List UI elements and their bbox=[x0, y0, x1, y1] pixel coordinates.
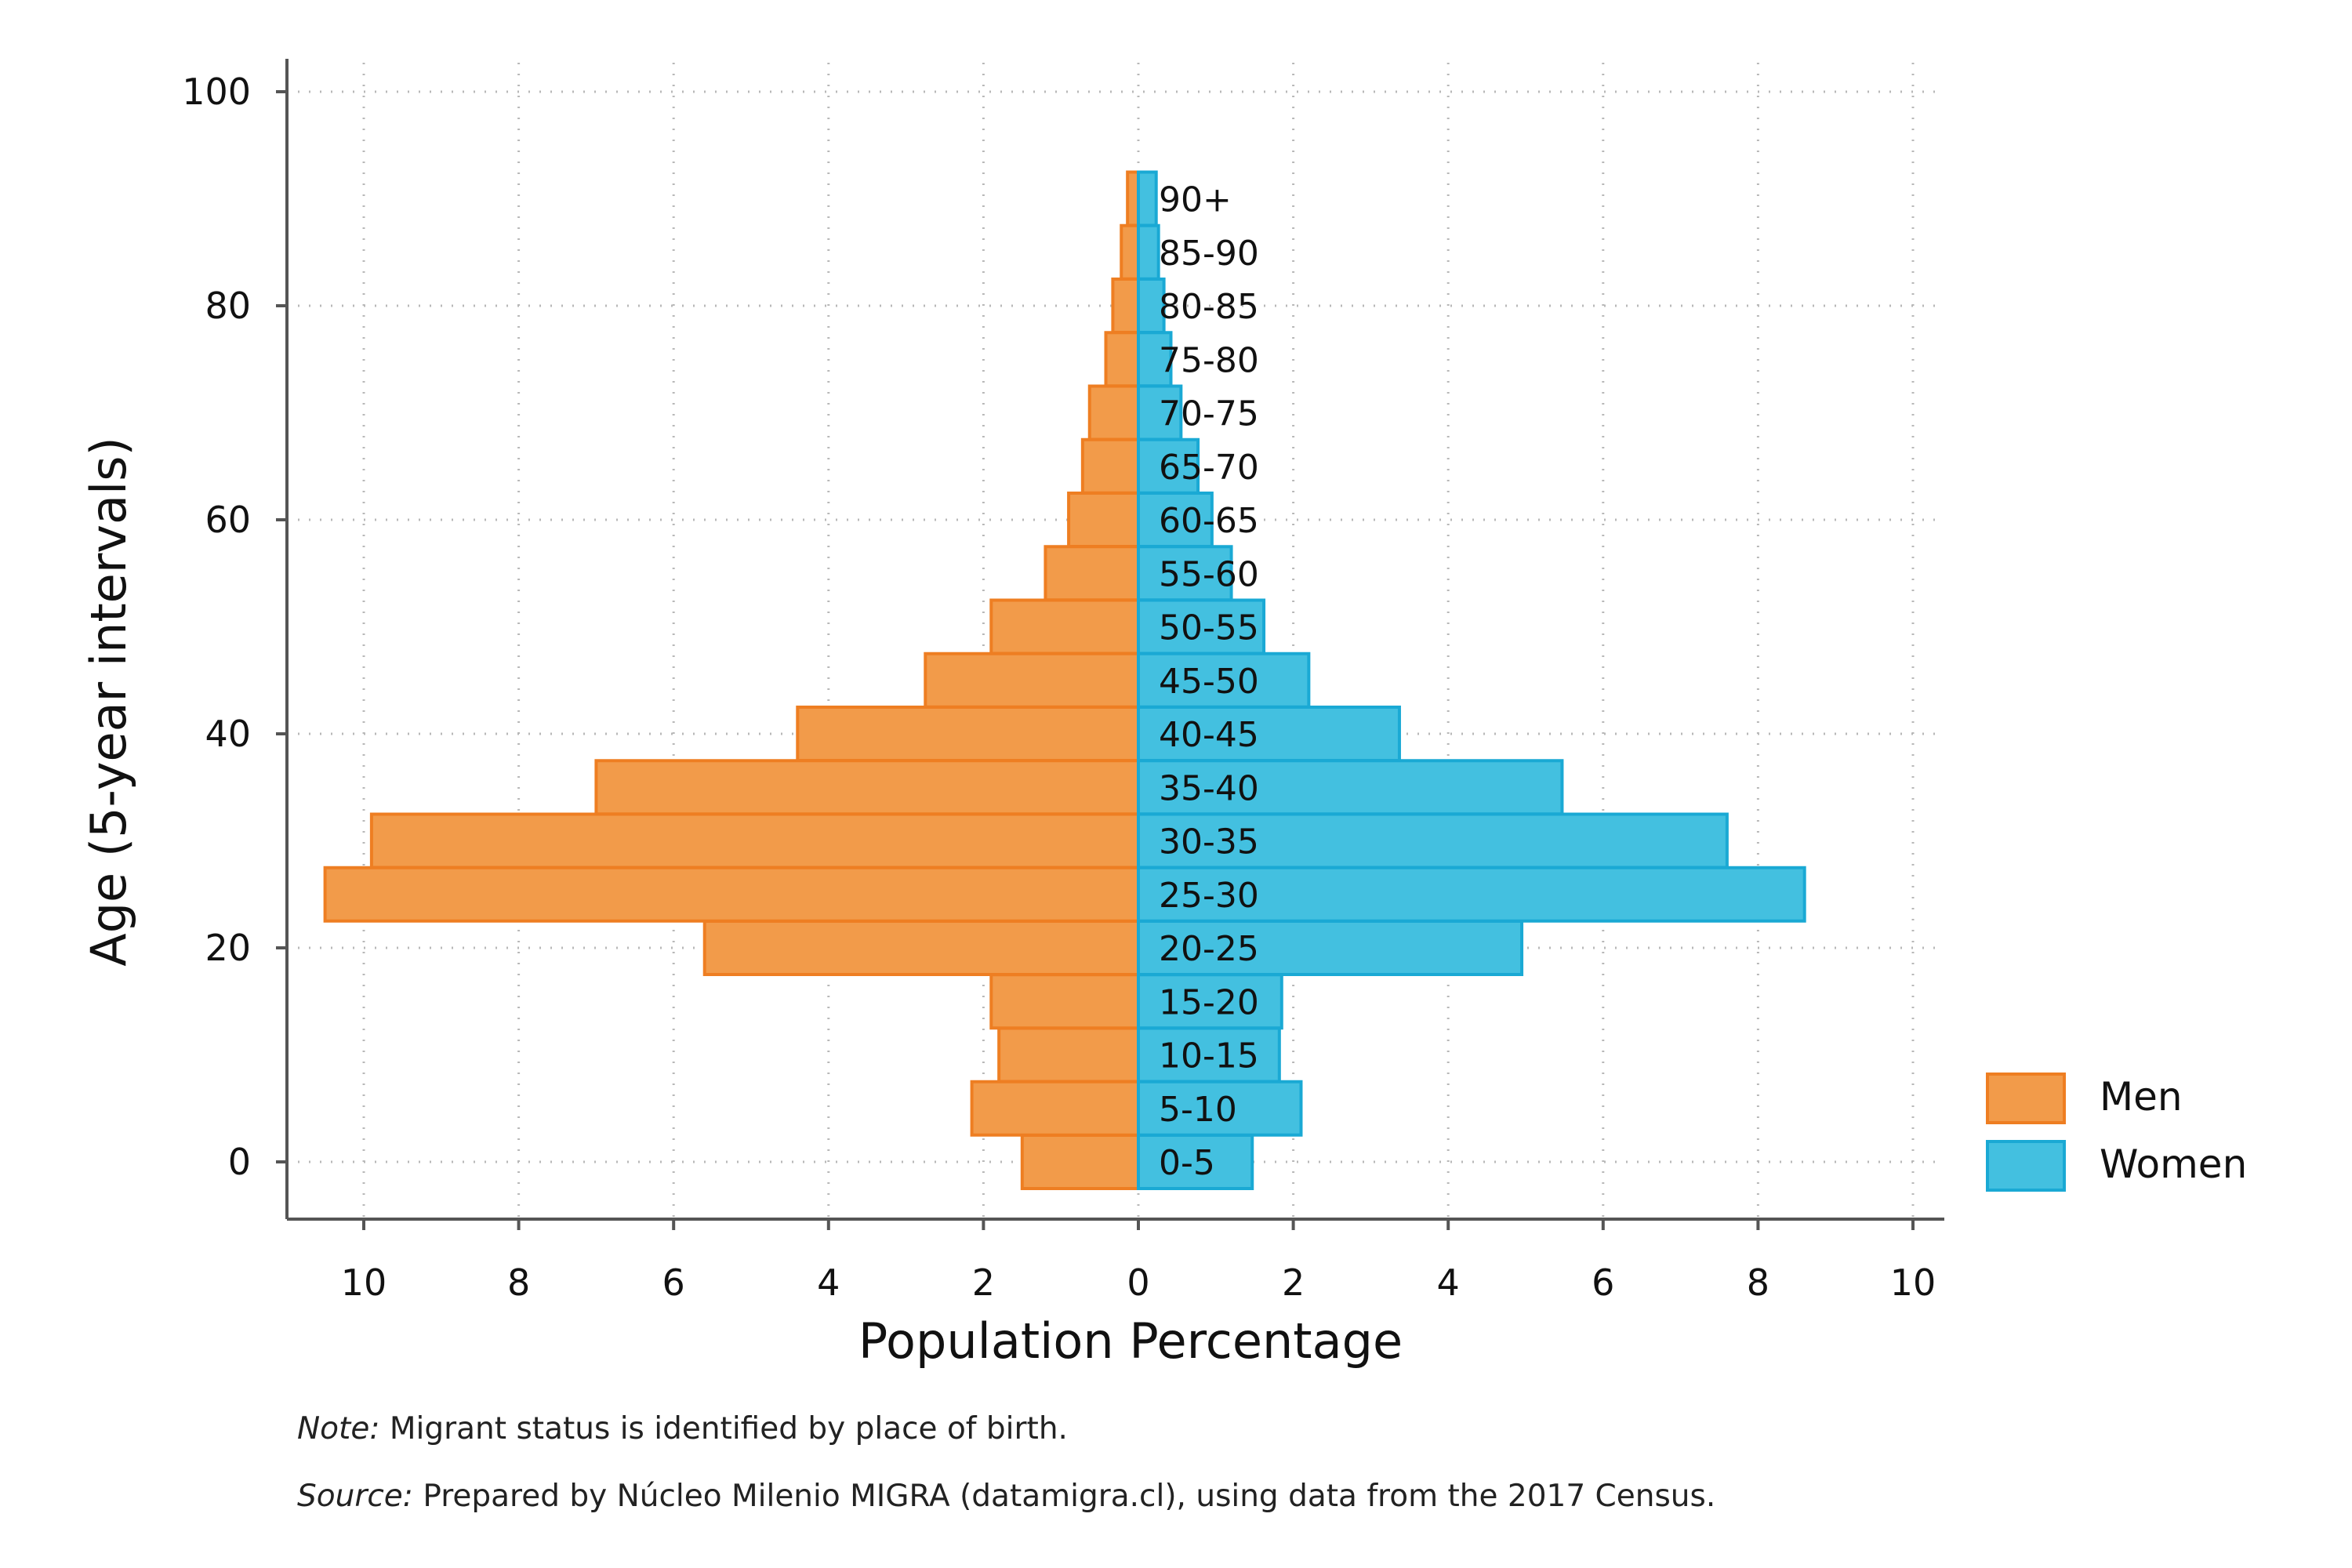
x-tick-label: 8 bbox=[507, 1261, 530, 1304]
legend-label-women: Women bbox=[2100, 1142, 2247, 1187]
bar-women-70-75 bbox=[1137, 384, 1183, 441]
x-tick-label: 6 bbox=[662, 1261, 685, 1304]
age-group-label: 60-65 bbox=[1159, 501, 1259, 541]
bar-women-15-20 bbox=[1137, 973, 1283, 1030]
age-group-label: 35-40 bbox=[1159, 768, 1259, 808]
bar-men-20-25 bbox=[702, 920, 1140, 976]
y-axis-title: Age (5-year intervals) bbox=[80, 437, 137, 966]
bar-men-50-55 bbox=[989, 598, 1141, 655]
bar-men-30-35 bbox=[369, 812, 1140, 869]
age-group-label: 25-30 bbox=[1159, 876, 1259, 916]
bar-men-80-85 bbox=[1111, 278, 1140, 334]
bar-men-60-65 bbox=[1067, 492, 1140, 548]
age-group-labels: 0-5 5-10 10-15 15-20 20-25 25-30 30-35 35-40 40-… bbox=[1159, 180, 1259, 1184]
bar-women-20-25 bbox=[1137, 920, 1524, 976]
age-group-label: 20-25 bbox=[1159, 929, 1259, 969]
x-tick-label: 2 bbox=[972, 1261, 995, 1304]
bar-women-40-45 bbox=[1137, 706, 1401, 762]
x-tick-label: 0 bbox=[1127, 1261, 1149, 1304]
age-group-label: 80-85 bbox=[1159, 287, 1259, 327]
bar-women-60-65 bbox=[1137, 492, 1214, 548]
source-text: Prepared by Núcleo Milenio MIGRA (datami… bbox=[423, 1479, 1716, 1514]
age-group-label: 0-5 bbox=[1159, 1143, 1215, 1183]
x-axis-title: Population Percentage bbox=[858, 1312, 1403, 1370]
bar-women-0-5 bbox=[1137, 1134, 1254, 1190]
y-tick-label: 20 bbox=[205, 927, 251, 969]
x-tick-label: 10 bbox=[1890, 1261, 1936, 1304]
source-label: Source: bbox=[297, 1479, 413, 1514]
bar-women-30-35 bbox=[1137, 812, 1729, 869]
bar-men-65-70 bbox=[1080, 437, 1141, 495]
age-group-label: 45-50 bbox=[1159, 662, 1259, 702]
bar-men-90+ bbox=[1126, 170, 1140, 227]
x-tick-label: 4 bbox=[1437, 1261, 1460, 1304]
source-line: Source: Prepared by Núcleo Milenio MIGRA… bbox=[297, 1479, 1715, 1514]
note-text: Migrant status is identified by place of… bbox=[389, 1411, 1068, 1446]
bar-women-45-50 bbox=[1137, 652, 1311, 709]
legend: Men Women bbox=[1986, 1073, 2247, 1192]
age-group-label: 40-45 bbox=[1159, 715, 1259, 755]
age-group-label: 90+ bbox=[1159, 180, 1232, 220]
age-group-label: 75-80 bbox=[1159, 340, 1259, 380]
bar-men-70-75 bbox=[1087, 384, 1140, 441]
legend-swatch-men bbox=[1986, 1073, 2066, 1124]
axes bbox=[276, 59, 1944, 1230]
note-label: Note: bbox=[297, 1411, 380, 1446]
legend-swatch-women bbox=[1986, 1140, 2066, 1192]
bars-group bbox=[323, 170, 1806, 1190]
x-tick-label: 6 bbox=[1592, 1261, 1614, 1304]
bar-women-85-90 bbox=[1137, 223, 1160, 281]
bar-women-90+ bbox=[1137, 170, 1158, 227]
age-group-label: 70-75 bbox=[1159, 394, 1259, 434]
y-tick-label: 40 bbox=[205, 713, 251, 755]
y-tick-label: 0 bbox=[228, 1141, 251, 1183]
bar-men-85-90 bbox=[1120, 223, 1141, 281]
x-tick-label: 4 bbox=[817, 1261, 840, 1304]
bar-men-35-40 bbox=[594, 759, 1140, 816]
bar-women-50-55 bbox=[1137, 598, 1266, 655]
x-tick-label: 2 bbox=[1282, 1261, 1305, 1304]
age-group-label: 55-60 bbox=[1159, 554, 1259, 594]
bar-women-55-60 bbox=[1137, 545, 1233, 602]
age-group-label: 10-15 bbox=[1159, 1036, 1259, 1076]
bar-men-45-50 bbox=[924, 652, 1141, 709]
age-group-label: 5-10 bbox=[1159, 1090, 1237, 1130]
bar-men-25-30 bbox=[323, 866, 1141, 923]
y-tick-label: 80 bbox=[205, 285, 251, 327]
bar-men-10-15 bbox=[997, 1026, 1141, 1083]
bar-women-25-30 bbox=[1137, 866, 1806, 923]
bar-men-5-10 bbox=[970, 1080, 1140, 1137]
bar-men-55-60 bbox=[1044, 545, 1140, 602]
age-group-label: 50-55 bbox=[1159, 608, 1259, 648]
bar-men-75-80 bbox=[1104, 331, 1141, 388]
age-group-label: 65-70 bbox=[1159, 448, 1259, 488]
y-tick-label: 60 bbox=[205, 499, 251, 541]
legend-label-men: Men bbox=[2100, 1074, 2183, 1120]
bar-women-35-40 bbox=[1137, 759, 1564, 816]
y-tick-label: 100 bbox=[182, 71, 251, 113]
bar-men-40-45 bbox=[796, 706, 1141, 762]
age-group-label: 85-90 bbox=[1159, 234, 1259, 274]
age-group-label: 15-20 bbox=[1159, 982, 1259, 1022]
age-group-label: 30-35 bbox=[1159, 822, 1259, 862]
bar-men-0-5 bbox=[1020, 1134, 1141, 1190]
x-tick-label: 8 bbox=[1747, 1261, 1769, 1304]
x-tick-label: 10 bbox=[341, 1261, 387, 1304]
bar-women-5-10 bbox=[1137, 1080, 1303, 1137]
note-line: Note: Migrant status is identified by pl… bbox=[297, 1411, 1068, 1446]
bar-men-15-20 bbox=[989, 973, 1141, 1030]
